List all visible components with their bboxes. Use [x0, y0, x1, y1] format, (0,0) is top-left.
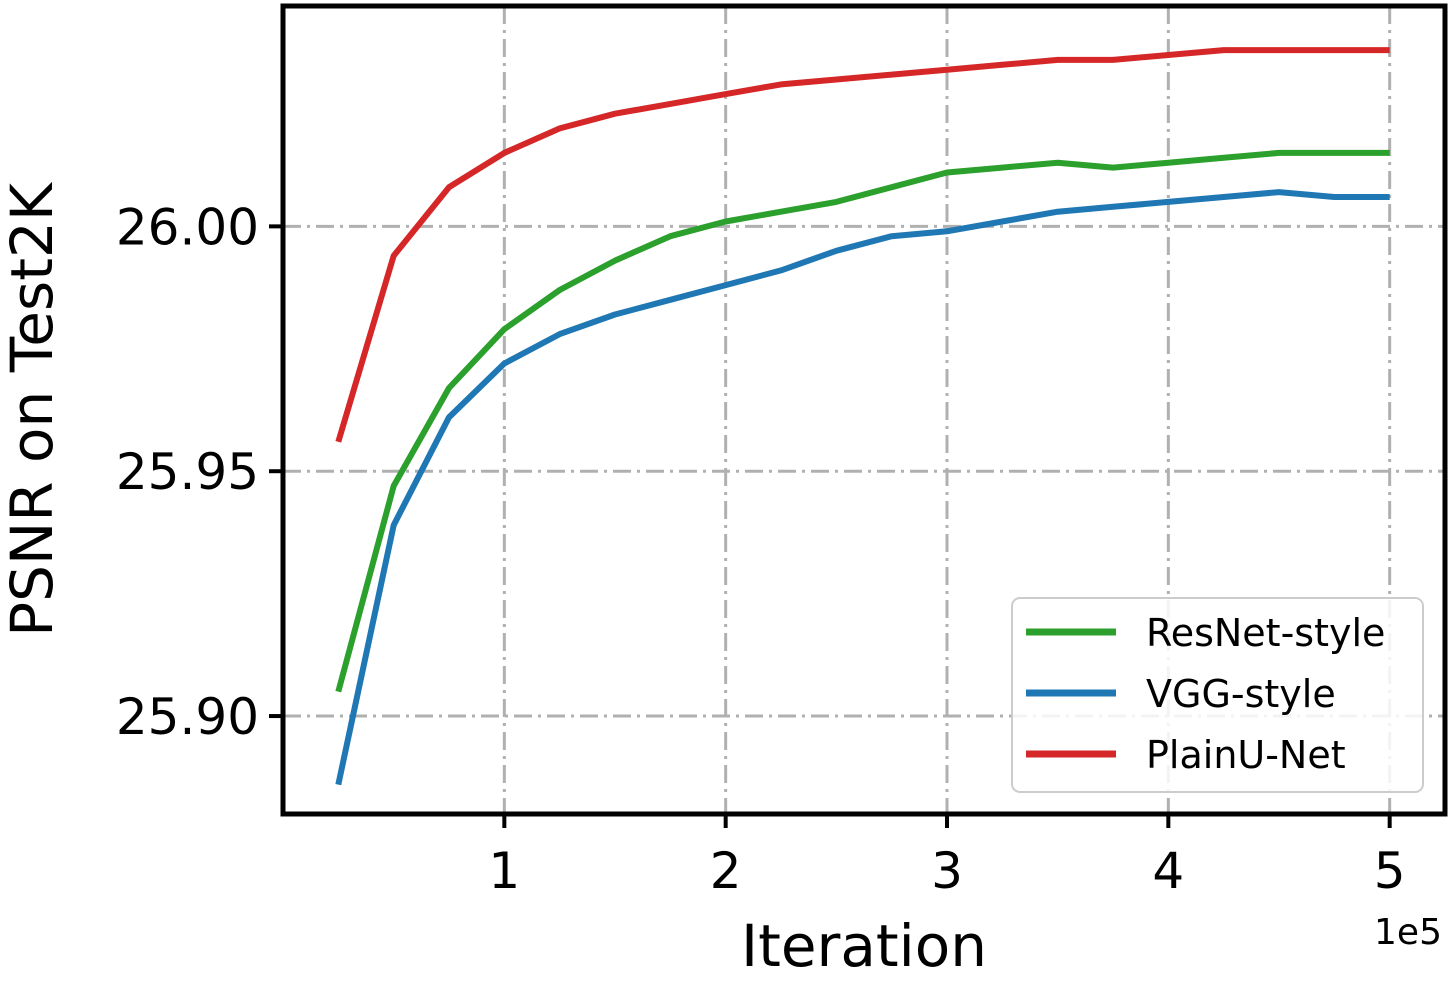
x-tick-label: 2: [710, 842, 742, 900]
plot-frame: [280, 3, 1448, 817]
series-line-resnet-style: [335, 149, 1390, 693]
legend: ResNet-style VGG-style PlainU-Net: [1011, 597, 1424, 793]
series-lines: [335, 47, 1390, 786]
x-offset-label: 1e5: [1374, 912, 1442, 953]
y-axis-label: PSNR on Test2K: [0, 181, 66, 637]
x-tick-label: 1: [488, 842, 520, 900]
legend-box: [1011, 597, 1424, 793]
axis-ticks: 1 2 3 4 5 25.90 25.95 26.00: [116, 198, 1406, 900]
y-tick-label: 25.90: [116, 688, 259, 746]
x-tick-label: 3: [931, 842, 963, 900]
series-line-vgg-style: [335, 189, 1390, 786]
x-tick-label: 5: [1374, 842, 1406, 900]
y-tick-label: 26.00: [116, 198, 259, 256]
series-line-plainu-net: [335, 47, 1390, 443]
legend-label: ResNet-style: [1146, 611, 1385, 655]
x-axis-label: Iteration: [741, 912, 987, 980]
legend-label: PlainU-Net: [1146, 733, 1346, 777]
legend-label: VGG-style: [1146, 672, 1336, 716]
x-tick-label: 4: [1152, 842, 1184, 900]
y-tick-label: 25.95: [116, 443, 259, 501]
